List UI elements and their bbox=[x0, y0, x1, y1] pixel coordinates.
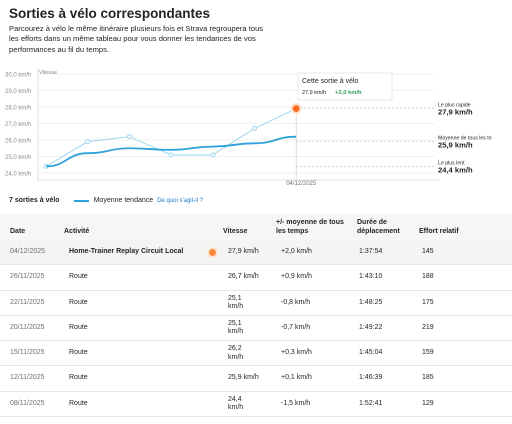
speed-point bbox=[126, 134, 132, 140]
row-duration: 1:37:54 bbox=[359, 248, 383, 255]
x-tick-label: 04/12/2025 bbox=[286, 181, 317, 187]
row-date: 15/11/2025 bbox=[10, 349, 45, 357]
row-effort: 145 bbox=[422, 248, 434, 255]
reference-label: Le plus rapide bbox=[438, 103, 471, 109]
rides-table: Date Activité Vitesse +/- moyenne de tou… bbox=[0, 214, 512, 418]
row-activity[interactable]: Route bbox=[69, 273, 88, 281]
row-delta: -1,5 km/h bbox=[281, 399, 311, 407]
speed-point bbox=[252, 125, 257, 131]
header-activity[interactable]: Activité bbox=[64, 228, 90, 235]
reference-label: Le plus lent bbox=[438, 160, 465, 166]
table-row[interactable]: 20/11/2025 Route 25,1 km/h -0,7 km/h 1:49:22… bbox=[0, 316, 512, 342]
row-effort: 129 bbox=[422, 399, 434, 407]
y-tick-label: 29,0 km/h bbox=[5, 89, 31, 95]
trend-series-line bbox=[45, 135, 297, 168]
current-point bbox=[292, 105, 300, 113]
row-activity[interactable]: Route bbox=[69, 374, 88, 382]
y-tick-label: 24,0 km/h bbox=[5, 171, 31, 177]
reference-value: 25,9 km/h bbox=[438, 141, 473, 150]
tooltip-title: Cette sortie à vélo bbox=[302, 78, 359, 85]
table-row[interactable]: 04/12/2025 Home-Trainer Replay Circuit Lo… bbox=[0, 240, 512, 266]
speed-point bbox=[168, 152, 174, 158]
row-effort: 219 bbox=[422, 323, 434, 331]
trend-help-link[interactable]: De quoi s'agit-il ? bbox=[157, 197, 203, 204]
row-speed: 25,1 km/h bbox=[228, 319, 244, 336]
row-activity[interactable]: Route bbox=[69, 323, 88, 331]
table-row[interactable]: 12/11/2025 Route 25,9 km/h +0,1 km/h 1:46:39… bbox=[0, 366, 512, 392]
row-date: 12/11/2025 bbox=[10, 374, 45, 382]
row-speed: 27,9 km/h bbox=[228, 248, 259, 255]
row-activity[interactable]: Home-Trainer Replay Circuit Local bbox=[69, 248, 184, 255]
y-tick-label: 26,0 km/h bbox=[5, 138, 31, 144]
row-speed: 25,9 km/h bbox=[228, 374, 259, 382]
row-activity[interactable]: Route bbox=[69, 298, 88, 306]
header-duration[interactable]: Durée de déplacement bbox=[357, 219, 400, 235]
row-date: 08/11/2025 bbox=[10, 399, 45, 407]
y-tick-label: 28,0 km/h bbox=[5, 105, 31, 111]
row-delta: +0,9 km/h bbox=[281, 273, 312, 281]
current-ride-icon bbox=[209, 248, 216, 256]
row-effort: 175 bbox=[422, 298, 434, 306]
speed-point bbox=[85, 139, 91, 145]
row-delta: +0,1 km/h bbox=[281, 374, 312, 382]
table-body: 04/12/2025 Home-Trainer Replay Circuit Lo… bbox=[0, 240, 512, 418]
table-row[interactable]: 15/11/2025 Route 26,2 km/h +0,3 km/h 1:45:04… bbox=[0, 341, 512, 367]
ride-count: 7 sorties à vélo bbox=[9, 197, 60, 204]
page-description: Parcourez à vélo le même itinéraire plus… bbox=[9, 24, 264, 54]
reference-value: 27,9 km/h bbox=[438, 108, 473, 117]
y-axis-title: Vitesse bbox=[39, 70, 57, 76]
row-effort: 185 bbox=[422, 374, 434, 382]
table-header: Date Activité Vitesse +/- moyenne de tou… bbox=[0, 214, 512, 240]
row-date: 26/11/2025 bbox=[10, 273, 45, 281]
y-tick-label: 25,0 km/h bbox=[5, 155, 31, 161]
row-activity[interactable]: Route bbox=[69, 349, 88, 357]
trend-legend-label: Moyenne tendance bbox=[93, 197, 154, 204]
row-delta: -0,7 km/h bbox=[281, 323, 311, 331]
speed-series-line bbox=[45, 108, 297, 167]
row-duration: 1:46:39 bbox=[359, 374, 383, 382]
row-delta: -0,8 km/h bbox=[281, 298, 311, 306]
header-date[interactable]: Date bbox=[10, 228, 26, 235]
reference-label: Moyenne de tous les te bbox=[438, 136, 492, 142]
row-effort: 159 bbox=[422, 349, 434, 357]
y-tick-label: 30,0 km/h bbox=[5, 72, 31, 78]
row-delta: +0,3 km/h bbox=[281, 349, 312, 357]
table-row[interactable]: 08/11/2025 Route 24,4 km/h -1,5 km/h 1:52:41… bbox=[0, 392, 512, 418]
row-duration: 1:48:25 bbox=[359, 298, 383, 306]
tooltip-speed: 27,9 km/h bbox=[302, 90, 326, 96]
row-date: 20/11/2025 bbox=[10, 323, 45, 331]
row-duration: 1:49:22 bbox=[359, 323, 383, 331]
row-date: 04/12/2025 bbox=[10, 248, 46, 255]
row-activity[interactable]: Route bbox=[69, 399, 88, 407]
row-duration: 1:43:10 bbox=[359, 273, 383, 281]
trend-legend-swatch bbox=[73, 199, 89, 202]
row-duration: 1:52:41 bbox=[359, 399, 383, 407]
row-date: 22/11/2025 bbox=[10, 298, 45, 306]
header-speed[interactable]: Vitesse bbox=[223, 228, 248, 235]
speed-point bbox=[210, 152, 216, 158]
header-delta[interactable]: +/- moyenne de tous les temps bbox=[276, 219, 344, 235]
table-row[interactable]: 26/11/2025 Route 26,7 km/h +0,9 km/h 1:43:10… bbox=[0, 265, 512, 291]
page-title: Sorties à vélo correspondantes bbox=[9, 6, 211, 21]
row-speed: 26,7 km/h bbox=[228, 273, 259, 281]
chart-tooltip bbox=[297, 72, 393, 101]
speed-chart[interactable]: 30,0 km/h 29,0 km/h 28,0 km/h 27,0 km/h 26,0… bbox=[0, 62, 512, 190]
row-effort: 188 bbox=[422, 273, 434, 281]
header-effort[interactable]: Effort relatif bbox=[419, 228, 459, 235]
row-delta: +2,0 km/h bbox=[281, 248, 312, 255]
y-tick-label: 27,0 km/h bbox=[5, 122, 31, 128]
chart-summary: 7 sorties à vélo Moyenne tendance De quo… bbox=[9, 197, 203, 204]
table-row[interactable]: 22/11/2025 Route 25,1 km/h -0,8 km/h 1:48:25… bbox=[0, 291, 512, 316]
tooltip-delta: +2,0 km/h bbox=[335, 90, 362, 96]
row-duration: 1:45:04 bbox=[359, 349, 383, 357]
reference-value: 24,4 km/h bbox=[438, 165, 473, 174]
row-speed: 24,4 km/h bbox=[228, 395, 244, 412]
row-speed: 25,1 km/h bbox=[228, 294, 244, 311]
row-speed: 26,2 km/h bbox=[228, 345, 244, 361]
